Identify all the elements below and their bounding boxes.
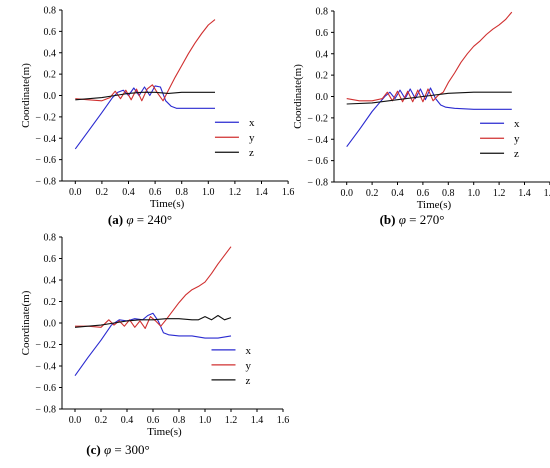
y-tick-label: 0.2 (316, 71, 329, 82)
chart-panel-2: 0.8 0.6 0.4 0.2 0.0 − 0.2 − 0.4 − 0.6 − 0.8 0.0 0.… (20, 233, 289, 458)
panel-caption: (b) φ = 270° (380, 212, 445, 227)
caption-value: = 300° (111, 442, 150, 457)
y-tick-label: 0.4 (316, 49, 329, 60)
caption-tag: (a) (108, 212, 123, 227)
x-tick-label: 0.8 (175, 187, 188, 198)
y-tick-label: 0.4 (44, 276, 57, 287)
y-tick-label: 0.8 (44, 233, 57, 244)
y-tick-label: − 0.8 (35, 405, 56, 416)
caption-value: = 270° (406, 212, 445, 227)
x-tick-label: 1.6 (277, 415, 290, 426)
y-tick-label: 0.8 (44, 6, 57, 17)
x-axis-title: Time(s) (150, 198, 185, 210)
legend-label-y: y (514, 133, 520, 145)
legend-label-z: z (246, 375, 251, 387)
y-tick-label: − 0.4 (35, 362, 56, 373)
x-tick-label: 0.4 (122, 187, 135, 198)
caption-symbol: φ (101, 442, 111, 457)
series-line-y (75, 19, 216, 102)
legend-label-x: x (249, 117, 255, 129)
chart-panel-0: 0.8 0.6 0.4 0.2 0.0 − 0.2 − 0.4 − 0.6 − 0.8 0.0 0.… (20, 6, 294, 228)
series-line-y (75, 246, 232, 329)
x-tick-label: 0.6 (149, 187, 162, 198)
x-tick-label: 0.8 (173, 415, 186, 426)
y-tick-label: 0.4 (44, 48, 57, 59)
y-axis-title: Coordinate(m) (20, 63, 32, 128)
x-tick-label: 0.4 (391, 188, 404, 199)
y-axis-title: Coordinate(m) (292, 64, 304, 129)
series-line-z (74, 314, 232, 328)
series-line-z (75, 91, 215, 101)
x-tick-label: 0.2 (366, 188, 379, 199)
x-tick-label: 0.2 (96, 187, 109, 198)
caption-tag: (b) (380, 212, 396, 227)
y-tick-label: − 0.4 (307, 135, 328, 146)
y-tick-label: − 0.2 (35, 340, 56, 351)
x-axis-title: Time(s) (147, 426, 182, 438)
x-tick-label: 1.4 (255, 187, 268, 198)
panel-caption: (a) φ = 240° (108, 212, 172, 227)
x-tick-label: 1.6 (282, 187, 295, 198)
x-tick-label: 1.4 (251, 415, 264, 426)
x-tick-label: 0.6 (417, 188, 430, 199)
legend-label-z: z (249, 147, 254, 159)
y-tick-label: − 0.6 (307, 156, 328, 167)
x-tick-label: 1.0 (467, 188, 480, 199)
y-tick-label: 0.2 (44, 70, 57, 81)
caption-symbol: φ (123, 212, 133, 227)
legend-label-y: y (249, 132, 255, 144)
x-tick-label: 1.4 (518, 188, 531, 199)
y-tick-label: − 0.2 (307, 113, 328, 124)
x-tick-label: 1.2 (229, 187, 242, 198)
x-tick-label: 0.8 (442, 188, 455, 199)
x-tick-label: 0.2 (95, 415, 108, 426)
x-tick-label: 1.0 (202, 187, 215, 198)
legend-label-x: x (246, 345, 252, 357)
series-line-x (74, 85, 215, 150)
x-tick-label: 1.0 (199, 415, 212, 426)
caption-value: = 240° (134, 212, 173, 227)
y-axis-title: Coordinate(m) (20, 290, 32, 355)
x-tick-label: 1.2 (493, 188, 506, 199)
y-tick-label: − 0.6 (35, 155, 56, 166)
y-tick-label: − 0.6 (35, 383, 56, 394)
y-tick-label: 0.2 (44, 297, 57, 308)
caption-symbol: φ (395, 212, 405, 227)
series-line-x (346, 87, 512, 148)
caption-tag: (c) (86, 442, 100, 457)
y-tick-label: 0.8 (316, 7, 329, 18)
legend-label-x: x (514, 118, 520, 130)
legend-label-z: z (514, 148, 519, 160)
series-line-z (346, 91, 512, 105)
y-tick-label: 0.6 (44, 254, 57, 265)
y-tick-label: 0.0 (44, 91, 57, 102)
panel-caption: (c) φ = 300° (86, 442, 149, 457)
series-line-x (74, 312, 232, 377)
y-tick-label: − 0.8 (307, 178, 328, 189)
y-tick-label: − 0.8 (35, 177, 56, 188)
x-tick-label: 0.4 (121, 415, 134, 426)
y-tick-label: − 0.4 (35, 134, 56, 145)
y-tick-label: 0.0 (44, 319, 57, 330)
x-axis-title: Time(s) (417, 199, 452, 211)
y-tick-label: 0.0 (316, 92, 329, 103)
y-tick-label: − 0.2 (35, 112, 56, 123)
legend-label-y: y (246, 360, 252, 372)
x-tick-label: 1.6 (544, 188, 550, 199)
series-line-y (346, 11, 513, 103)
x-tick-label: 0.6 (147, 415, 160, 426)
x-tick-label: 0.0 (340, 188, 353, 199)
y-tick-label: 0.6 (316, 28, 329, 39)
chart-panel-1: 0.8 0.6 0.4 0.2 0.0 − 0.2 − 0.4 − 0.6 − 0.8 0.0 0.… (292, 7, 550, 227)
x-tick-label: 0.0 (69, 415, 82, 426)
x-tick-label: 0.0 (69, 187, 82, 198)
x-tick-label: 1.2 (225, 415, 238, 426)
y-tick-label: 0.6 (44, 27, 57, 38)
